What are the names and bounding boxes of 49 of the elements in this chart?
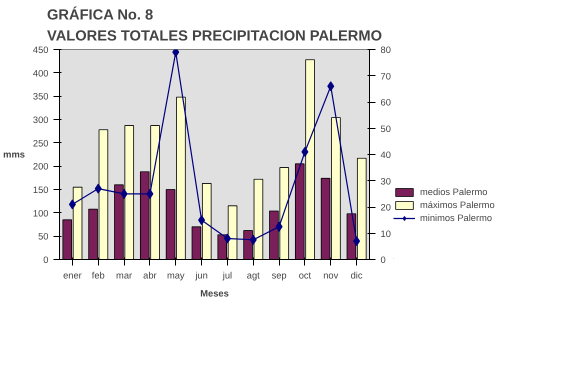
legend-label: medios Palermo — [420, 187, 488, 197]
y2-tick-label: 20 — [380, 202, 391, 212]
x-tick-label: nov — [323, 270, 339, 280]
point — [198, 215, 206, 226]
y2-tick-label: 80 — [380, 45, 391, 55]
point — [224, 234, 231, 244]
x-tick-label: dic — [350, 270, 363, 280]
x-tick-label: oct — [298, 270, 312, 280]
y2-tick-label: 10 — [380, 228, 391, 239]
y-axis-title: mms — [3, 150, 25, 160]
x-axis-title: Meses — [200, 288, 229, 298]
x-tick-label: ener — [63, 270, 82, 280]
point — [301, 146, 308, 157]
y2-tick-label: 70 — [380, 71, 391, 82]
y-tick-label: 200 — [32, 162, 49, 172]
point — [146, 188, 154, 199]
point — [353, 236, 360, 246]
y-tick-label: 0 — [43, 255, 49, 265]
legend-label: minimos Palermo — [420, 213, 492, 223]
x-tick-label: may — [166, 270, 185, 280]
y2-tick-label: 40 — [380, 150, 391, 160]
point — [94, 184, 102, 194]
y-tick-label: 50 — [38, 232, 49, 242]
point — [172, 50, 180, 58]
y2-tick-label: 60 — [380, 98, 391, 108]
x-tick-label: jul — [222, 270, 232, 280]
point — [250, 234, 257, 245]
legend-label: máximos Palermo — [420, 200, 495, 210]
y-tick-label: 350 — [32, 92, 49, 102]
chart-title: GRÁFICA No. 8 VALORES TOTALES PRECIPITACION PALERMO — [47, 6, 382, 44]
y-tick-label: 450 — [32, 45, 49, 55]
y-tick-label: 150 — [32, 185, 49, 195]
y2-tick-label: 30 — [380, 176, 391, 186]
y-tick-label: 100 — [32, 208, 49, 218]
x-tick-label: feb — [92, 270, 105, 280]
x-tick-label: mar — [116, 270, 132, 280]
y-tick-label: 300 — [32, 115, 49, 125]
x-tick-label: abr — [143, 270, 157, 280]
point — [120, 188, 128, 199]
x-tick-label: sep — [272, 270, 287, 280]
y2-tick-label: 50 — [380, 124, 391, 134]
x-tick-label: agt — [246, 270, 260, 280]
point — [68, 199, 76, 210]
x-tick-label: jun — [194, 270, 208, 280]
y-tick-label: 400 — [32, 68, 49, 78]
point — [276, 222, 283, 232]
y2-tick-label: 0 — [380, 255, 386, 265]
y-tick-label: 250 — [32, 138, 49, 148]
point — [327, 81, 334, 92]
